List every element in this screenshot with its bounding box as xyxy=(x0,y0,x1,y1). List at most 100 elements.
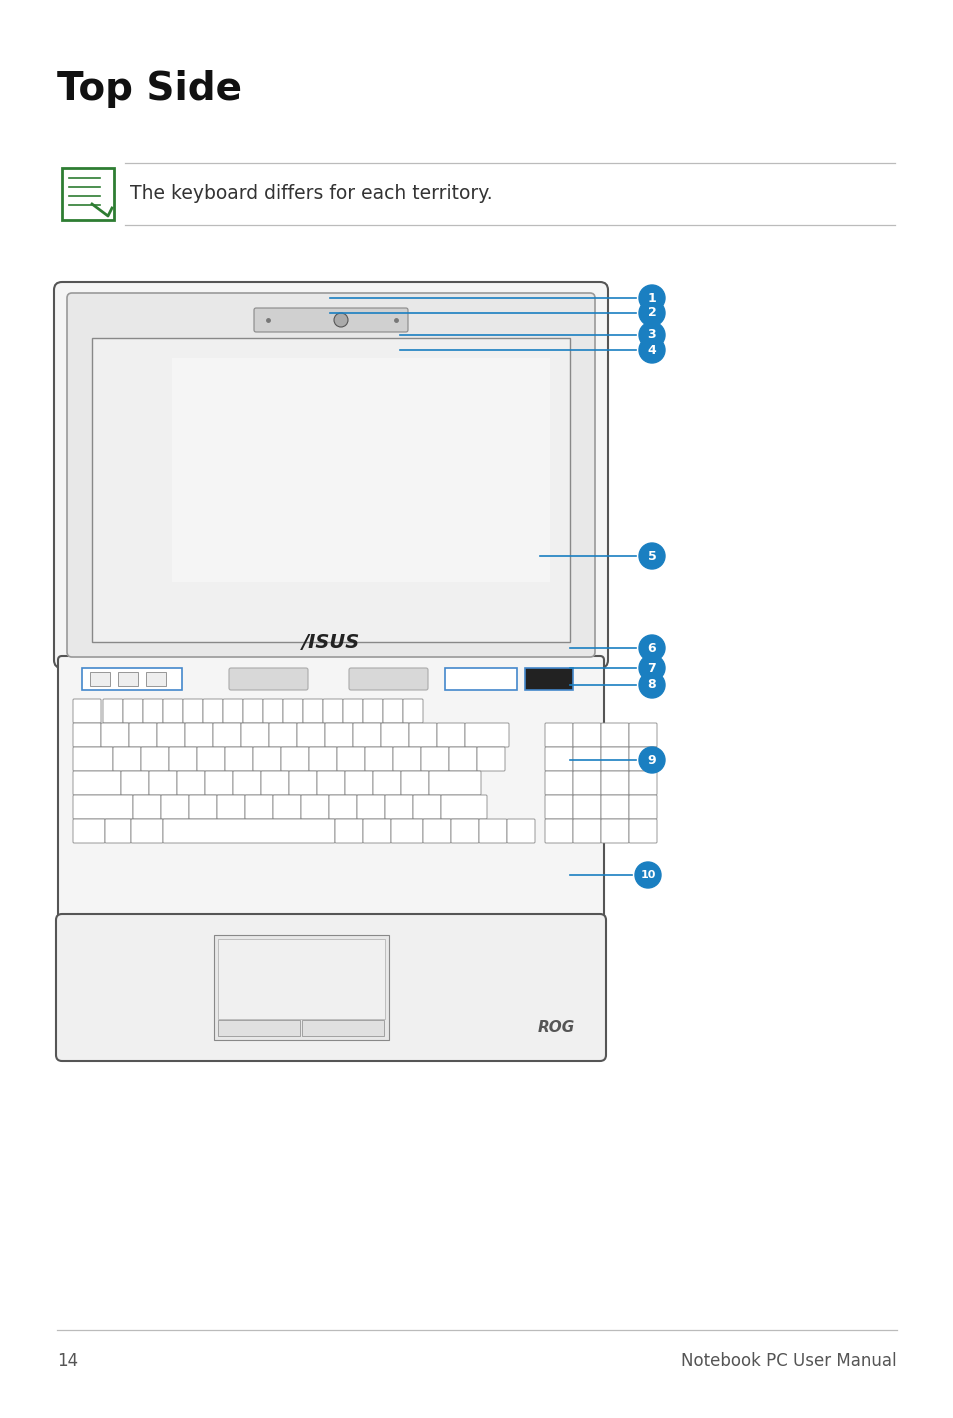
FancyBboxPatch shape xyxy=(233,771,261,795)
FancyBboxPatch shape xyxy=(422,820,451,842)
FancyBboxPatch shape xyxy=(196,747,225,771)
Text: 3: 3 xyxy=(647,329,656,342)
FancyBboxPatch shape xyxy=(183,699,203,723)
FancyBboxPatch shape xyxy=(58,657,603,925)
FancyBboxPatch shape xyxy=(101,723,129,747)
FancyBboxPatch shape xyxy=(628,723,657,747)
FancyBboxPatch shape xyxy=(573,747,600,771)
FancyBboxPatch shape xyxy=(402,699,422,723)
FancyBboxPatch shape xyxy=(373,771,400,795)
Bar xyxy=(213,934,389,1039)
FancyBboxPatch shape xyxy=(132,795,161,820)
FancyBboxPatch shape xyxy=(261,771,289,795)
Circle shape xyxy=(639,301,664,326)
Circle shape xyxy=(639,747,664,773)
FancyBboxPatch shape xyxy=(185,723,213,747)
FancyBboxPatch shape xyxy=(382,699,402,723)
FancyBboxPatch shape xyxy=(429,771,480,795)
FancyBboxPatch shape xyxy=(353,723,380,747)
FancyBboxPatch shape xyxy=(121,771,149,795)
FancyBboxPatch shape xyxy=(600,795,628,820)
FancyBboxPatch shape xyxy=(253,308,408,332)
FancyBboxPatch shape xyxy=(393,747,420,771)
Text: The keyboard differs for each territory.: The keyboard differs for each territory. xyxy=(130,184,492,203)
FancyBboxPatch shape xyxy=(253,747,281,771)
FancyBboxPatch shape xyxy=(380,723,409,747)
Text: 2: 2 xyxy=(647,306,656,319)
FancyBboxPatch shape xyxy=(628,771,657,795)
FancyBboxPatch shape xyxy=(544,723,573,747)
FancyBboxPatch shape xyxy=(141,747,169,771)
FancyBboxPatch shape xyxy=(323,699,343,723)
FancyBboxPatch shape xyxy=(436,723,464,747)
FancyBboxPatch shape xyxy=(464,723,509,747)
FancyBboxPatch shape xyxy=(600,747,628,771)
FancyBboxPatch shape xyxy=(263,699,283,723)
FancyBboxPatch shape xyxy=(345,771,373,795)
FancyBboxPatch shape xyxy=(73,747,112,771)
FancyBboxPatch shape xyxy=(301,795,329,820)
Circle shape xyxy=(639,635,664,661)
FancyBboxPatch shape xyxy=(163,699,183,723)
FancyBboxPatch shape xyxy=(356,795,385,820)
FancyBboxPatch shape xyxy=(343,699,363,723)
FancyBboxPatch shape xyxy=(103,699,123,723)
FancyBboxPatch shape xyxy=(544,820,573,842)
Text: 8: 8 xyxy=(647,678,656,692)
Text: Top Side: Top Side xyxy=(57,69,242,108)
FancyBboxPatch shape xyxy=(420,747,449,771)
Text: 7: 7 xyxy=(647,662,656,675)
FancyBboxPatch shape xyxy=(189,795,216,820)
FancyBboxPatch shape xyxy=(336,747,365,771)
Bar xyxy=(172,357,550,581)
FancyBboxPatch shape xyxy=(544,747,573,771)
FancyBboxPatch shape xyxy=(385,795,413,820)
FancyBboxPatch shape xyxy=(149,771,177,795)
FancyBboxPatch shape xyxy=(365,747,393,771)
FancyBboxPatch shape xyxy=(245,795,273,820)
FancyBboxPatch shape xyxy=(329,795,356,820)
Bar xyxy=(218,1020,299,1037)
FancyBboxPatch shape xyxy=(303,699,323,723)
Circle shape xyxy=(334,313,348,328)
FancyBboxPatch shape xyxy=(325,723,353,747)
FancyBboxPatch shape xyxy=(449,747,476,771)
FancyBboxPatch shape xyxy=(478,820,506,842)
FancyBboxPatch shape xyxy=(573,820,600,842)
FancyBboxPatch shape xyxy=(440,795,486,820)
FancyBboxPatch shape xyxy=(73,771,121,795)
FancyBboxPatch shape xyxy=(157,723,185,747)
Bar xyxy=(524,668,573,691)
FancyBboxPatch shape xyxy=(451,820,478,842)
FancyBboxPatch shape xyxy=(177,771,205,795)
FancyBboxPatch shape xyxy=(391,820,422,842)
FancyBboxPatch shape xyxy=(73,699,101,723)
FancyBboxPatch shape xyxy=(213,723,241,747)
FancyBboxPatch shape xyxy=(363,699,382,723)
FancyBboxPatch shape xyxy=(335,820,363,842)
Bar xyxy=(302,1020,384,1037)
FancyBboxPatch shape xyxy=(225,747,253,771)
FancyBboxPatch shape xyxy=(476,747,504,771)
FancyBboxPatch shape xyxy=(363,820,391,842)
FancyBboxPatch shape xyxy=(203,699,223,723)
FancyBboxPatch shape xyxy=(309,747,336,771)
FancyBboxPatch shape xyxy=(400,771,429,795)
FancyBboxPatch shape xyxy=(163,820,335,842)
Text: 6: 6 xyxy=(647,641,656,655)
FancyBboxPatch shape xyxy=(56,915,605,1061)
Circle shape xyxy=(639,672,664,698)
FancyBboxPatch shape xyxy=(544,795,573,820)
Circle shape xyxy=(639,337,664,363)
FancyBboxPatch shape xyxy=(123,699,143,723)
FancyBboxPatch shape xyxy=(169,747,196,771)
FancyBboxPatch shape xyxy=(73,723,101,747)
FancyBboxPatch shape xyxy=(243,699,263,723)
FancyBboxPatch shape xyxy=(73,795,132,820)
Bar xyxy=(82,668,182,691)
FancyBboxPatch shape xyxy=(316,771,345,795)
FancyBboxPatch shape xyxy=(105,820,131,842)
FancyBboxPatch shape xyxy=(349,668,428,691)
Circle shape xyxy=(635,862,660,888)
Bar xyxy=(444,668,517,691)
